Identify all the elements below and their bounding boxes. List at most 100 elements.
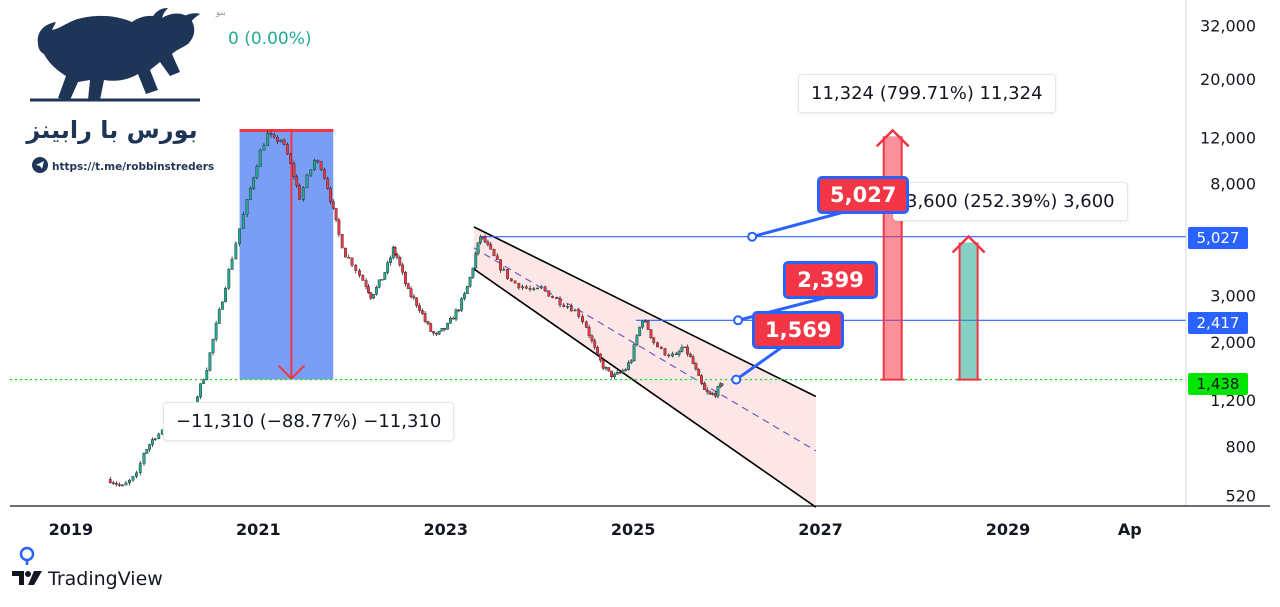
candle [621, 368, 625, 375]
candle-body [245, 199, 249, 215]
tradingview-logo-icon[interactable] [12, 545, 46, 591]
candle [214, 320, 218, 342]
candle-body [295, 176, 299, 186]
candle [224, 286, 227, 303]
candle-body [643, 320, 647, 323]
candle [671, 351, 674, 358]
candle-body [601, 359, 605, 369]
candle [418, 303, 421, 313]
candle-body [395, 254, 399, 258]
callout-2399[interactable]: 2,399 [783, 261, 878, 299]
candle-body [409, 288, 413, 297]
candle-body [326, 178, 330, 189]
candle [337, 217, 341, 237]
candle [389, 255, 392, 266]
candle-body [590, 335, 594, 341]
candle [596, 345, 599, 355]
price-change: 0 (0.00%) [228, 29, 312, 49]
candle-body [224, 288, 227, 303]
candle [562, 302, 566, 308]
candle [691, 354, 695, 365]
candle-body [214, 323, 218, 340]
candle [686, 344, 689, 357]
callout-5027[interactable]: 5,027 [817, 176, 910, 214]
candle-body [604, 367, 608, 369]
candle [151, 437, 154, 448]
candle-body [401, 264, 405, 273]
candle [298, 183, 301, 200]
candle-body [220, 301, 224, 310]
candle [344, 247, 347, 258]
candle-body [499, 259, 502, 271]
candle [517, 282, 521, 290]
candle [157, 432, 161, 440]
candle-body [587, 327, 591, 336]
candle [677, 349, 681, 358]
candle-body [412, 296, 416, 299]
y-tick-label: 3,000 [1210, 287, 1256, 306]
candle [449, 316, 452, 324]
candle-body [615, 372, 619, 375]
x-tick-label: 2029 [986, 520, 1031, 539]
candle [118, 482, 121, 487]
candle [615, 369, 619, 375]
callout-1569[interactable]: 1,569 [752, 311, 844, 349]
candle [457, 308, 461, 313]
candle [276, 135, 279, 145]
candle-body [463, 293, 466, 299]
candle-body [208, 352, 212, 371]
candle [331, 199, 335, 211]
candle [138, 460, 142, 476]
candle-body [495, 255, 499, 260]
candle-body [393, 247, 397, 255]
candle [577, 307, 581, 319]
price-tag-5027: 5,027 [1188, 227, 1248, 249]
candle [269, 130, 273, 138]
x-tick-label: 2027 [798, 520, 843, 539]
candle-body [584, 321, 588, 328]
candle-body [577, 309, 581, 317]
candle [313, 158, 316, 172]
candle-body [465, 285, 469, 294]
candle [255, 164, 259, 180]
candle-body [702, 383, 706, 390]
candle-body [269, 133, 273, 136]
candle [659, 346, 663, 350]
candle-body [641, 321, 644, 328]
candle [266, 130, 270, 146]
candle [238, 228, 241, 247]
x-tick-label: 2019 [49, 520, 94, 539]
candle [386, 260, 390, 275]
candle [694, 361, 698, 371]
candle-body [460, 298, 464, 311]
candle [153, 437, 157, 442]
candle-body [361, 275, 365, 281]
candle-body [659, 346, 663, 349]
candle-body [607, 367, 611, 372]
candle [618, 370, 622, 374]
x-tick-label: 2023 [423, 520, 468, 539]
candle [624, 368, 628, 372]
candle-body [674, 353, 678, 356]
candle-body [153, 438, 157, 440]
candle-body [344, 247, 347, 258]
candle-body [211, 338, 215, 353]
candle [697, 368, 701, 376]
candle [652, 337, 656, 345]
candle [262, 143, 266, 151]
candle [393, 246, 397, 256]
candle [680, 344, 684, 353]
candle-body [358, 270, 361, 276]
candle-body [437, 330, 441, 335]
candle-body [686, 346, 689, 355]
candle-body [566, 306, 569, 308]
candle [434, 332, 438, 337]
candle-body [340, 234, 344, 249]
candle-body [716, 386, 720, 397]
candle [720, 383, 724, 387]
candle [350, 257, 354, 268]
candle [305, 173, 309, 189]
candle-body [404, 272, 407, 284]
candle [612, 372, 616, 380]
